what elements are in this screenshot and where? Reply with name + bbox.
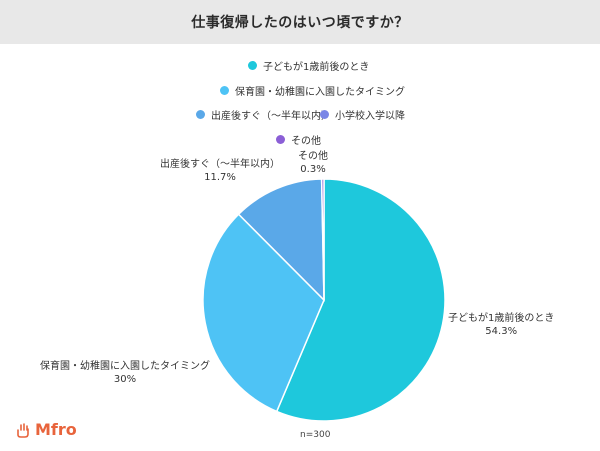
slice-label-value: 0.3% bbox=[300, 164, 326, 175]
hand-icon bbox=[17, 422, 29, 438]
legend-label: 子どもが1歳前後のとき bbox=[263, 62, 370, 73]
legend-item-5: その他 bbox=[276, 132, 321, 147]
slice-label-other: その他 0.3% bbox=[298, 150, 328, 176]
slice-label-value: 11.7% bbox=[204, 172, 236, 183]
legend-swatch bbox=[196, 110, 205, 119]
sample-size-note: n=300 bbox=[300, 430, 331, 440]
pie-slice-3 bbox=[237, 178, 325, 302]
legend-item-4: 小学校入学以降 bbox=[320, 107, 405, 122]
legend-swatch bbox=[220, 86, 229, 95]
slice-label-text: 保育園・幼稚園に入園したタイミング bbox=[40, 361, 210, 372]
slice-label-birth: 出産後すぐ（〜半年以内） 11.7% bbox=[160, 158, 280, 184]
legend-swatch bbox=[276, 135, 285, 144]
legend-item-2: 保育園・幼稚園に入園したタイミング bbox=[220, 83, 405, 98]
slice-label-text: 子どもが1歳前後のとき bbox=[448, 313, 555, 324]
legend-item-1: 子どもが1歳前後のとき bbox=[248, 58, 369, 73]
mfro-logo: Mfro bbox=[14, 420, 77, 439]
legend-item-3: 出産後すぐ（〜半年以内） bbox=[196, 107, 331, 122]
slice-label-one-year: 子どもが1歳前後のとき 54.3% bbox=[448, 312, 554, 338]
slice-label-value: 30% bbox=[113, 374, 137, 385]
logo-text: Mfro bbox=[35, 420, 77, 439]
legend-label: 出産後すぐ（〜半年以内） bbox=[211, 111, 331, 122]
slice-label-text: その他 bbox=[298, 151, 328, 162]
pie-slice-1 bbox=[275, 178, 446, 422]
legend-label: その他 bbox=[291, 136, 321, 147]
header-bar: 仕事復帰したのはいつ頃ですか？ bbox=[0, 0, 600, 44]
chart-title: 仕事復帰したのはいつ頃ですか？ bbox=[191, 15, 409, 31]
legend-label: 小学校入学以降 bbox=[335, 111, 405, 122]
pie-slice-5 bbox=[320, 178, 325, 301]
pie-slice-2 bbox=[202, 213, 325, 413]
slice-label-value: 54.3% bbox=[485, 326, 518, 337]
legend-swatch bbox=[320, 110, 329, 119]
legend-label: 保育園・幼稚園に入園したタイミング bbox=[235, 87, 405, 98]
slice-label-text: 出産後すぐ（〜半年以内） bbox=[160, 159, 280, 170]
legend-swatch bbox=[248, 61, 257, 70]
slice-label-nursery: 保育園・幼稚園に入園したタイミング 30% bbox=[40, 360, 210, 386]
